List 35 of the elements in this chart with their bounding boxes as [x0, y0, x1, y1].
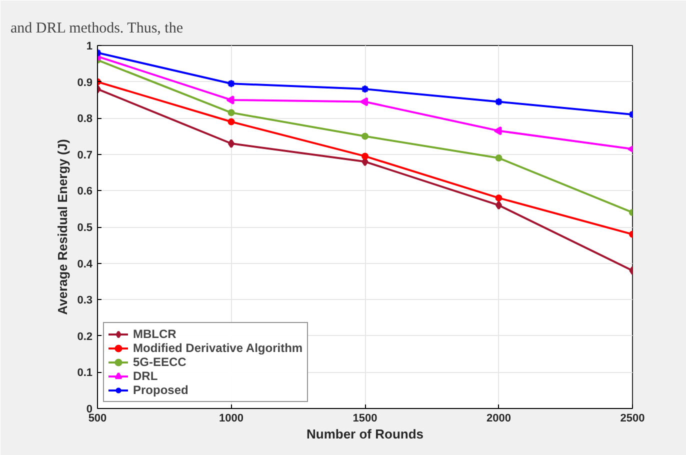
point [360, 97, 368, 106]
y-tick-label: 0.9 [77, 76, 93, 89]
point [228, 109, 235, 116]
x-axis-title: Number of Rounds [306, 426, 424, 442]
y-tick-label: 0.6 [77, 186, 93, 198]
point [494, 97, 504, 106]
y-tick-label: 0.3 [77, 294, 93, 307]
point [495, 194, 502, 202]
x-tick-label: 2000 [486, 412, 511, 424]
legend-label: MBLCR [133, 327, 176, 341]
point [495, 200, 502, 210]
y-tick-label: 0.1 [77, 367, 93, 380]
point [228, 139, 235, 148]
y-tick-label: 0.5 [77, 222, 93, 234]
point [228, 118, 235, 126]
x-tick-label: 2500 [620, 412, 645, 424]
y-tick-label: 1 [86, 40, 93, 52]
point [494, 126, 502, 136]
point [362, 132, 368, 140]
y-tick-label: 0.2 [77, 330, 93, 343]
legend-label: DRL [133, 369, 158, 383]
point [495, 154, 502, 162]
point [226, 79, 236, 88]
legend-label: 5G-EECC [133, 355, 186, 369]
legend-label: Modified Derivative Algorithm [133, 341, 303, 355]
text: and DRL methods. Thus, the [10, 20, 184, 36]
y-tick-label: 0.4 [77, 258, 94, 270]
x-tick-label: 500 [88, 412, 107, 424]
legend-label: Proposed [133, 383, 188, 397]
x-tick-label: 1000 [219, 412, 244, 424]
point [362, 152, 368, 160]
y-tick-label: 0.8 [77, 113, 93, 126]
y-tick-label: 0.7 [77, 149, 93, 162]
y-axis-title: Average Residual Energy (J) [55, 139, 70, 315]
x-tick-label: 1500 [352, 412, 378, 424]
